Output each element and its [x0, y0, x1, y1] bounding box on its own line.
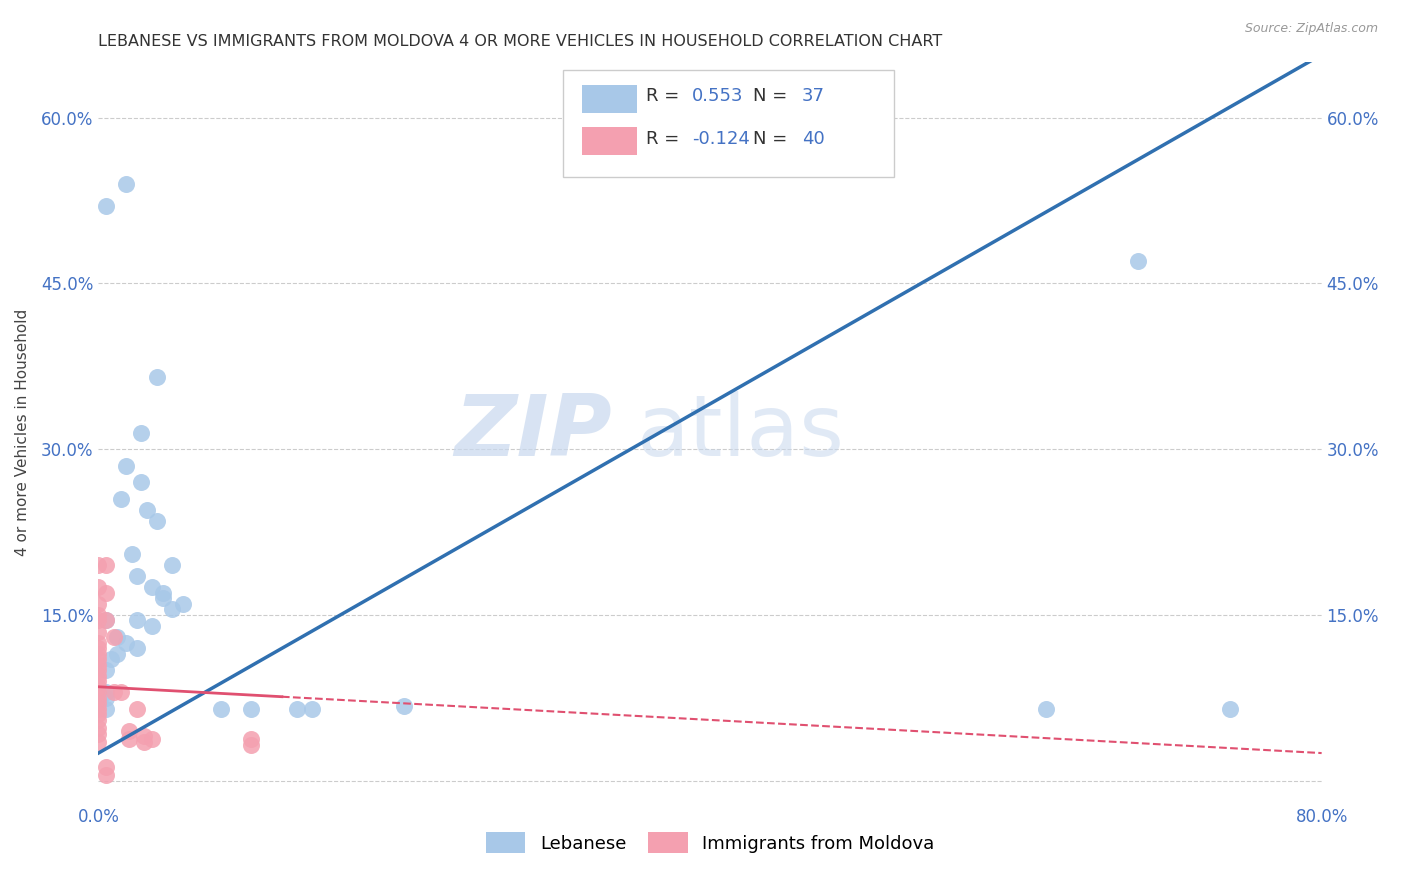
Point [94, 199, 117, 213]
Point [240, 739, 263, 753]
Point [100, 652, 122, 666]
Point [110, 685, 132, 699]
Point [152, 591, 174, 606]
Point [118, 723, 141, 738]
Bar [582, 127, 637, 155]
Point [1035, 702, 1057, 716]
Point [94, 768, 117, 782]
Point [103, 630, 125, 644]
Point [94, 690, 117, 705]
Text: ZIP: ZIP [454, 391, 612, 475]
Point [141, 580, 163, 594]
Point [160, 558, 183, 573]
Point [103, 685, 125, 699]
Point [105, 647, 128, 661]
Point [152, 586, 174, 600]
Text: -0.124: -0.124 [692, 129, 749, 148]
Point [87, 707, 110, 722]
Point [87, 597, 110, 611]
Point [94, 586, 117, 600]
Point [145, 514, 167, 528]
Point [110, 491, 132, 506]
Y-axis label: 4 or more Vehicles in Household: 4 or more Vehicles in Household [15, 309, 30, 557]
Text: N =: N = [752, 87, 793, 105]
Legend: Lebanese, Immigrants from Moldova: Lebanese, Immigrants from Moldova [478, 825, 942, 861]
Point [301, 702, 323, 716]
Point [115, 458, 138, 473]
Point [1219, 702, 1241, 716]
Point [87, 721, 110, 735]
Text: 40: 40 [801, 129, 824, 148]
Point [94, 558, 117, 573]
Point [87, 735, 110, 749]
Point [125, 614, 148, 628]
Text: Source: ZipAtlas.com: Source: ZipAtlas.com [1244, 22, 1378, 36]
Point [134, 730, 156, 744]
Point [129, 425, 152, 440]
Point [87, 674, 110, 689]
Text: 37: 37 [801, 87, 825, 105]
Point [392, 698, 416, 713]
Point [87, 690, 110, 705]
Point [87, 614, 110, 628]
Point [87, 680, 110, 694]
Point [94, 685, 117, 699]
Point [141, 619, 163, 633]
Point [94, 614, 117, 628]
Point [94, 614, 117, 628]
Point [160, 602, 183, 616]
Point [105, 630, 128, 644]
Point [125, 569, 148, 583]
Point [141, 731, 163, 746]
Point [87, 663, 110, 677]
Point [87, 727, 110, 741]
Point [136, 503, 159, 517]
Point [94, 760, 117, 774]
Point [285, 702, 308, 716]
Point [87, 669, 110, 683]
Bar [582, 85, 637, 112]
Point [87, 635, 110, 649]
Point [87, 647, 110, 661]
Point [115, 177, 138, 191]
Point [87, 641, 110, 656]
FancyBboxPatch shape [564, 70, 894, 178]
Point [87, 558, 110, 573]
Point [87, 657, 110, 672]
Point [118, 731, 141, 746]
Text: 0.553: 0.553 [692, 87, 744, 105]
Point [94, 702, 117, 716]
Point [87, 685, 110, 699]
Point [1128, 254, 1150, 268]
Point [209, 702, 232, 716]
Point [134, 735, 156, 749]
Text: atlas: atlas [637, 391, 845, 475]
Point [240, 731, 263, 746]
Point [125, 641, 148, 656]
Point [87, 580, 110, 594]
Point [145, 370, 167, 384]
Point [87, 713, 110, 727]
Point [87, 652, 110, 666]
Point [87, 607, 110, 622]
Text: N =: N = [752, 129, 793, 148]
Point [87, 702, 110, 716]
Point [87, 697, 110, 711]
Text: LEBANESE VS IMMIGRANTS FROM MOLDOVA 4 OR MORE VEHICLES IN HOUSEHOLD CORRELATION : LEBANESE VS IMMIGRANTS FROM MOLDOVA 4 OR… [98, 34, 942, 49]
Point [87, 624, 110, 639]
Point [172, 597, 194, 611]
Text: R =: R = [647, 87, 685, 105]
Point [125, 702, 148, 716]
Point [121, 547, 143, 561]
Point [115, 635, 138, 649]
Text: R =: R = [647, 129, 685, 148]
Point [240, 702, 263, 716]
Point [129, 475, 152, 490]
Point [94, 663, 117, 677]
